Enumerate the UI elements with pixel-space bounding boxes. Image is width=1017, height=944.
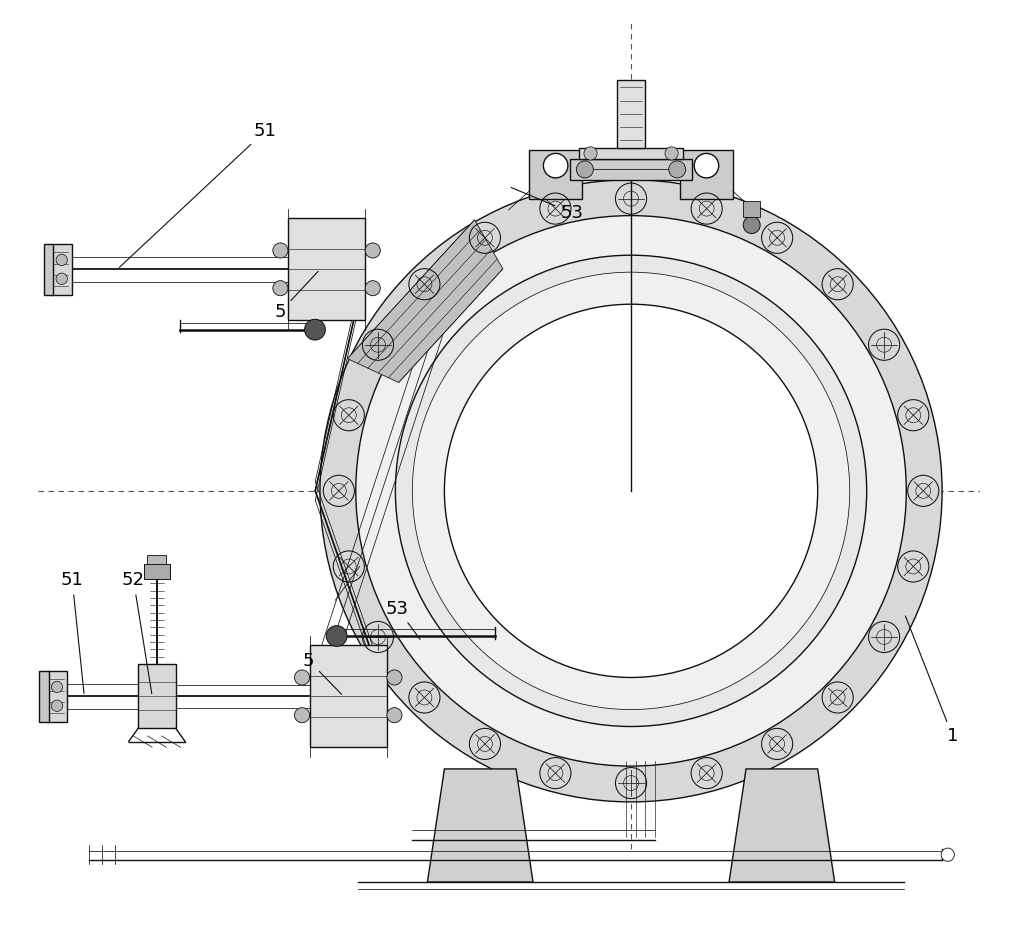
Circle shape: [51, 700, 63, 712]
Circle shape: [444, 304, 818, 678]
Bar: [617, 80, 645, 148]
Text: 51: 51: [119, 122, 277, 267]
Circle shape: [273, 243, 288, 258]
Polygon shape: [729, 769, 835, 882]
Circle shape: [320, 179, 942, 801]
Circle shape: [386, 708, 402, 723]
Text: 53: 53: [386, 599, 420, 639]
Text: 1: 1: [905, 616, 958, 745]
Bar: [51, 244, 72, 295]
Bar: [147, 555, 167, 565]
Bar: [39, 671, 49, 722]
Circle shape: [295, 670, 309, 685]
Bar: [309, 646, 386, 748]
Bar: [580, 148, 682, 159]
Circle shape: [326, 626, 347, 647]
Bar: [680, 150, 733, 198]
Circle shape: [695, 153, 719, 177]
Circle shape: [665, 147, 678, 160]
Text: 53: 53: [512, 188, 584, 222]
Circle shape: [356, 215, 906, 767]
Bar: [288, 218, 365, 320]
Bar: [138, 665, 176, 729]
Circle shape: [51, 682, 63, 693]
Text: 51: 51: [61, 571, 84, 694]
Circle shape: [365, 280, 380, 295]
Circle shape: [396, 255, 866, 727]
Bar: [570, 159, 693, 179]
Circle shape: [273, 280, 288, 295]
Circle shape: [669, 160, 685, 177]
Circle shape: [365, 243, 380, 258]
Circle shape: [743, 216, 760, 233]
Bar: [47, 671, 67, 722]
Circle shape: [941, 848, 954, 861]
Bar: [529, 150, 582, 198]
Circle shape: [584, 147, 597, 160]
Bar: [743, 201, 760, 216]
Text: 5: 5: [275, 271, 318, 321]
Circle shape: [543, 153, 567, 177]
Circle shape: [56, 254, 67, 265]
Circle shape: [305, 319, 325, 340]
Circle shape: [386, 670, 402, 685]
Circle shape: [295, 708, 309, 723]
Circle shape: [412, 272, 850, 710]
Text: 5: 5: [303, 651, 342, 695]
Text: 52: 52: [122, 571, 152, 694]
Polygon shape: [348, 220, 502, 382]
Circle shape: [56, 273, 67, 284]
Polygon shape: [427, 769, 533, 882]
Circle shape: [577, 160, 593, 177]
Bar: [44, 244, 53, 295]
Bar: [143, 565, 170, 580]
